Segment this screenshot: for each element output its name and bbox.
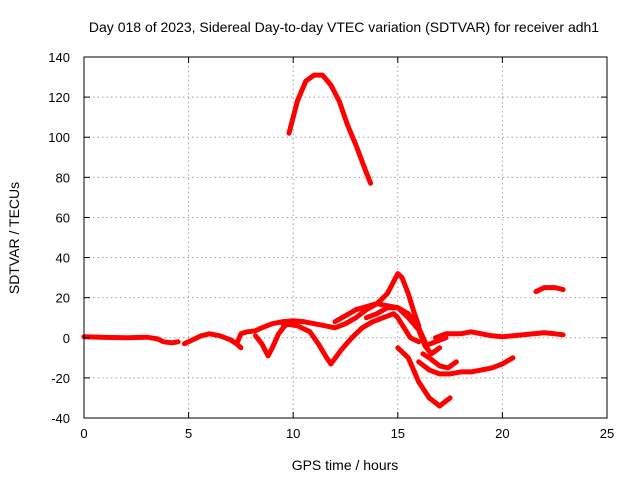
series-line-track-6	[280, 321, 334, 367]
y-axis-ticks: -40 -20 0 20 40 60 80 100 120 140	[48, 50, 607, 426]
x-tick-label: 10	[286, 426, 300, 441]
chart-title: Day 018 of 2023, Sidereal Day-to-day VTE…	[89, 19, 599, 35]
series-line-track-13	[420, 351, 459, 371]
grid-lines	[84, 57, 607, 418]
y-tick-label: 40	[56, 251, 70, 266]
series-line-track-2	[181, 318, 307, 347]
series-line-track-14	[433, 329, 566, 341]
series-line-track-11	[395, 345, 453, 409]
y-tick-label: 20	[56, 291, 70, 306]
x-tick-label: 0	[80, 426, 87, 441]
x-tick-label: 5	[185, 426, 192, 441]
y-tick-label: 80	[56, 170, 70, 185]
axes	[83, 56, 608, 419]
series-line-track-12	[416, 355, 516, 377]
data-series	[81, 72, 566, 409]
x-axis-ticks: 0 5 10 15 20 25	[80, 57, 614, 441]
series-line-track-15	[422, 335, 449, 349]
plot-frame	[83, 56, 608, 419]
x-axis-label: GPS time / hours	[292, 457, 399, 473]
series-line-track-3	[227, 337, 244, 351]
series-line-track-1	[81, 334, 181, 346]
series-line-track-7	[328, 311, 422, 367]
y-tick-label: -40	[51, 411, 70, 426]
y-tick-label: 100	[48, 130, 70, 145]
y-tick-label: 120	[48, 90, 70, 105]
y-tick-label: 0	[63, 331, 70, 346]
y-tick-label: -20	[51, 371, 70, 386]
series-line-track-10	[363, 305, 428, 345]
y-axis-label: SDTVAR / TECUs	[6, 182, 22, 294]
x-tick-label: 25	[600, 426, 614, 441]
y-tick-label: 140	[48, 50, 70, 65]
series-line-track-16	[533, 285, 566, 295]
x-tick-label: 20	[495, 426, 509, 441]
x-tick-label: 15	[391, 426, 405, 441]
series-line-track-5	[286, 72, 374, 186]
y-tick-label: 60	[56, 210, 70, 225]
